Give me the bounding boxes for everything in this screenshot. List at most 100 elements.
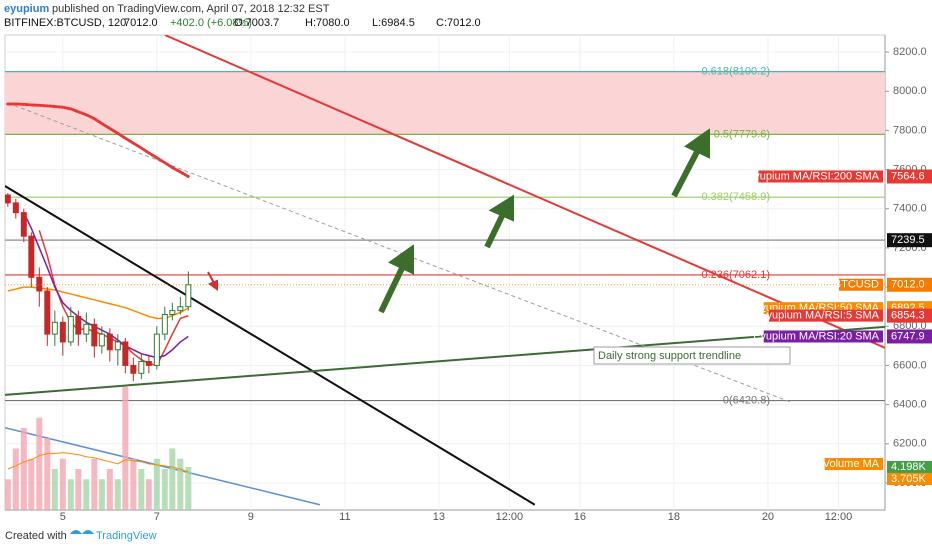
candle-body: [36, 276, 43, 292]
volume-bar: [153, 458, 160, 510]
fib-label: 0.382(7458.9): [702, 191, 771, 203]
arrow: [671, 146, 702, 198]
x-tick-label: 9: [248, 511, 254, 523]
y-tick-label: 7800.0: [893, 124, 927, 136]
plot-layer: 6000.06200.06400.06600.06800.07000.07200…: [5, 35, 932, 523]
candle-body: [5, 194, 11, 204]
candle-body: [145, 361, 152, 366]
candle-body: [122, 341, 129, 366]
candle-body: [20, 212, 27, 237]
arrow: [484, 210, 507, 249]
last: 7012.0: [124, 17, 158, 29]
series-value: 6854.3: [891, 310, 925, 322]
plot-clip: [5, 35, 885, 510]
price-box: [887, 233, 932, 248]
close: C:7012.0: [436, 17, 481, 29]
x-tick-label: 12:00: [496, 511, 524, 523]
x-tick-label: 5: [60, 511, 66, 523]
y-tick-label: 8200.0: [893, 46, 927, 58]
y-tick-label: 6200.0: [893, 438, 927, 450]
candle-body: [91, 323, 98, 347]
volume-value-box: [887, 460, 932, 473]
candle-body: [51, 321, 58, 335]
candle-body: [161, 314, 168, 335]
volume-bar: [67, 479, 74, 510]
series-name: Eyupium MA/RSI:5 SMA: [759, 310, 879, 322]
ma-line: [23, 212, 189, 359]
x-tick-label: 7: [154, 511, 160, 523]
footer-brand[interactable]: TradingView: [96, 530, 157, 542]
volume-bar: [51, 469, 58, 510]
candle-body: [28, 235, 35, 278]
volume-bar: [28, 458, 35, 510]
symbol: BITFINEX:BTCUSD, 120: [4, 17, 126, 29]
arrow-head: [207, 279, 218, 291]
arrow: [378, 262, 407, 314]
x-tick-label: 20: [762, 511, 774, 523]
candle-body: [138, 361, 145, 374]
arrow: [207, 271, 215, 284]
ma-line: [38, 230, 189, 367]
candle-body: [169, 310, 176, 316]
volume-bar: [83, 479, 90, 510]
candle-body: [177, 306, 184, 312]
candle-body: [67, 315, 74, 343]
series-value-box: [887, 169, 932, 184]
series-value-box: [887, 308, 932, 323]
y-tick-label: 6600.0: [893, 359, 927, 371]
x-tick-label: 16: [574, 511, 586, 523]
series-value: 7564.6: [891, 170, 925, 182]
candle-body: [114, 341, 121, 351]
candle-body: [106, 333, 113, 351]
volume-bar: [138, 469, 145, 510]
volume-bar: [44, 438, 51, 510]
volume-ma-value: 3.705K: [891, 473, 927, 485]
series-name: Eyupium MA/RSI:20 SMA: [753, 330, 880, 342]
volume-ma-box: [887, 473, 932, 486]
ma-line: [6, 102, 190, 179]
trendline: [164, 35, 885, 349]
trendline: [5, 427, 321, 506]
footer-created: Created with: [5, 530, 67, 542]
author[interactable]: eyupium: [4, 3, 49, 15]
volume-bar: [59, 458, 66, 510]
volume-value: 4.198K: [891, 461, 927, 473]
brand-logo: [70, 530, 94, 534]
low: L:6984.5: [372, 17, 415, 29]
fib-zone: [5, 71, 885, 135]
series-value-box: [887, 329, 932, 344]
high: H:7080.0: [305, 17, 350, 29]
arrow-head: [488, 194, 514, 222]
candle-body: [44, 290, 51, 335]
green-arrows: [378, 128, 710, 314]
volume-bar: [177, 458, 184, 510]
volume-bar: [161, 469, 168, 510]
candle-body: [83, 323, 90, 335]
x-tick-label: 12:00: [825, 511, 853, 523]
y-tick-label: 6400.0: [893, 399, 927, 411]
volume-bar: [169, 448, 176, 510]
candle-body: [185, 284, 192, 308]
series-name-box: [758, 170, 883, 183]
volume-ma-name-box: [824, 458, 883, 471]
trendline: [5, 325, 885, 396]
arrow-head: [684, 128, 710, 159]
open: O:7003.7: [234, 17, 279, 29]
volume-bar: [36, 417, 43, 510]
symbol-box: [839, 278, 883, 291]
volume-bar: [98, 479, 105, 510]
volume-bar: [122, 387, 129, 510]
volume-bar: [130, 458, 137, 510]
x-tick-label: 11: [339, 511, 350, 523]
volume-ma-line: [7, 452, 189, 473]
candle-body: [75, 315, 82, 335]
candle-body: [59, 321, 66, 343]
series-name-box: [769, 309, 883, 322]
fib-label: 0.618(8100.2): [702, 65, 771, 77]
volume-bar: [5, 479, 11, 510]
last-price-box: [887, 277, 932, 292]
candle-body: [153, 333, 160, 366]
fib-label: 0.236(7062.1): [702, 269, 771, 281]
volume-bar: [91, 458, 98, 510]
